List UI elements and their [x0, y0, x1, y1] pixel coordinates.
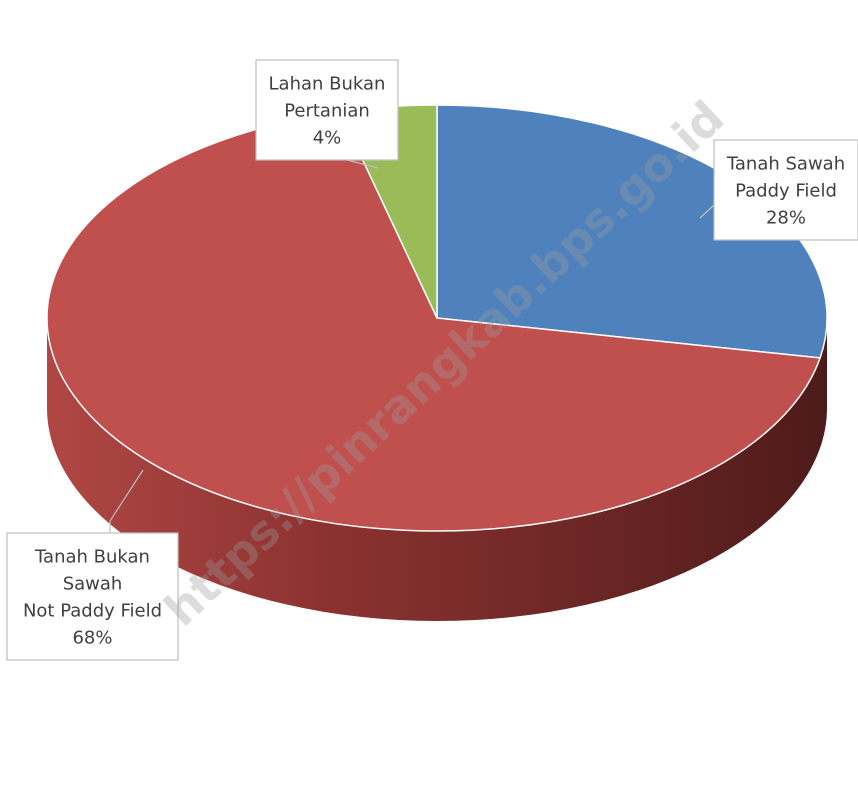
callout-1: Tanah Sawah Paddy Field 28%	[713, 139, 858, 241]
callout-2: Tanah Bukan Sawah Not Paddy Field 68%	[6, 532, 179, 661]
callout-label-line: Tanah Sawah	[726, 154, 845, 175]
leader-line-2	[109, 469, 144, 533]
callout-label-line: Tanah Bukan	[34, 547, 150, 568]
callout-percent-1: 28%	[766, 208, 806, 229]
callout-box-2	[6, 532, 179, 661]
pie-side-wall	[47, 318, 827, 621]
callout-box-1	[713, 139, 858, 241]
pie-slices	[46, 104, 828, 532]
callout-label-line: Pertanian	[284, 101, 370, 122]
pie-slice-2	[46, 110, 822, 532]
leader-line-1	[699, 204, 715, 219]
data-label-callouts: Tanah Sawah Paddy Field 28% Tanah Bukan Sawa…	[6, 59, 858, 661]
callout-3: Lahan Bukan Pertanian 4%	[255, 59, 399, 161]
callout-box-3	[255, 59, 399, 161]
callout-label-line: Paddy Field	[735, 181, 837, 202]
callout-label-line: Not Paddy Field	[23, 601, 162, 622]
callout-label-line: Lahan Bukan	[269, 74, 386, 95]
callout-label-line: Sawah	[63, 574, 123, 595]
callout-percent-3: 4%	[313, 128, 342, 149]
callout-percent-2: 68%	[72, 628, 112, 649]
